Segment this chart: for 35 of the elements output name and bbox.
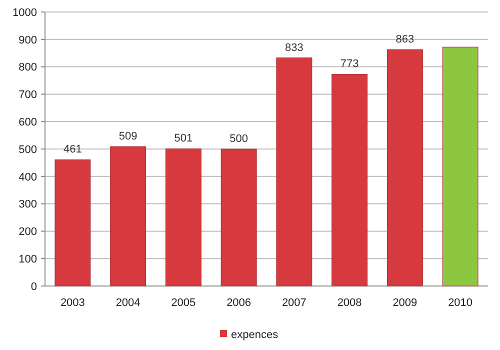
data-label: 461	[64, 144, 82, 156]
data-label: 509	[118, 130, 138, 143]
x-tick-label: 2008	[337, 297, 362, 309]
bar	[165, 148, 202, 286]
bar	[220, 148, 257, 286]
y-tick-label: 900	[18, 34, 37, 46]
x-tick-label: 2004	[116, 297, 140, 309]
data-label: 501	[174, 132, 193, 145]
y-tick-label: 100	[18, 253, 37, 266]
x-tick-label: 2010	[448, 297, 473, 309]
legend-label: expences	[231, 328, 279, 341]
bar	[110, 146, 146, 286]
data-label: 500	[230, 133, 248, 145]
x-tick-label: 2003	[60, 297, 85, 309]
data-label: 773	[340, 58, 359, 70]
y-tick-label: 400	[18, 171, 37, 184]
x-tick-label: 2007	[282, 297, 306, 309]
x-tick-label: 2009	[392, 297, 418, 309]
bar	[332, 74, 368, 286]
y-tick-label: 800	[18, 62, 37, 74]
y-tick-label: 200	[18, 226, 37, 238]
data-label: 863	[396, 34, 414, 46]
bar	[386, 49, 423, 286]
bar	[54, 159, 91, 286]
x-tick-label: 2005	[171, 297, 196, 309]
y-tick-label: 0	[30, 280, 37, 293]
bar	[442, 46, 478, 286]
y-tick-label: 300	[18, 198, 37, 211]
y-tick-label: 1000	[12, 6, 37, 19]
y-tick-label: 600	[18, 116, 37, 128]
x-tick-label: 2006	[226, 297, 252, 309]
y-tick-label: 700	[18, 89, 37, 102]
y-tick-label: 500	[18, 144, 37, 156]
data-label: 833	[285, 42, 304, 54]
bar	[276, 58, 312, 286]
